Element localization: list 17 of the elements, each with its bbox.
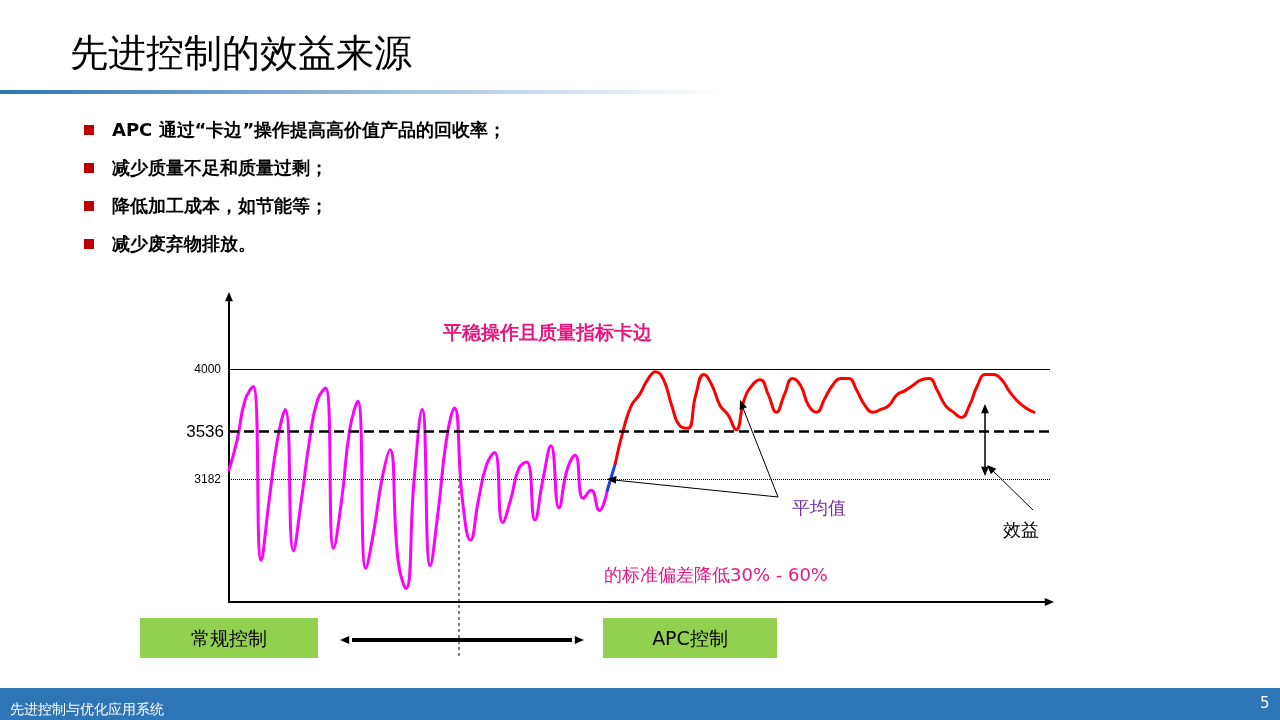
annotation: 的标准偏差降低30% - 60% [604,563,828,587]
ref-line-label: 3536 [186,422,224,442]
text: 5 [1260,694,1270,712]
text: 降低加工成本，如节能等； [112,195,328,216]
text: 减少质量不足和质量过剩； [112,157,328,178]
text: 平稳操作且质量指标卡边 [443,320,652,345]
line-series [613,370,1036,465]
text: APC 通过“卡边”操作提高高价值产品的回收率； [112,119,507,140]
text: 减少废弃物排放。 [112,233,256,254]
chart-title: 先进控制的效益来源 [70,30,412,77]
annotation: 效益 [1003,518,1039,542]
annotation: 平均值 [792,496,846,520]
text: 先进控制与优化应用系统 [10,701,164,719]
text: APC控制 [603,618,777,658]
y-tick-label: 3182 [194,472,222,487]
y-tick-label: 4000 [194,362,222,377]
text: 常规控制 [140,618,318,658]
